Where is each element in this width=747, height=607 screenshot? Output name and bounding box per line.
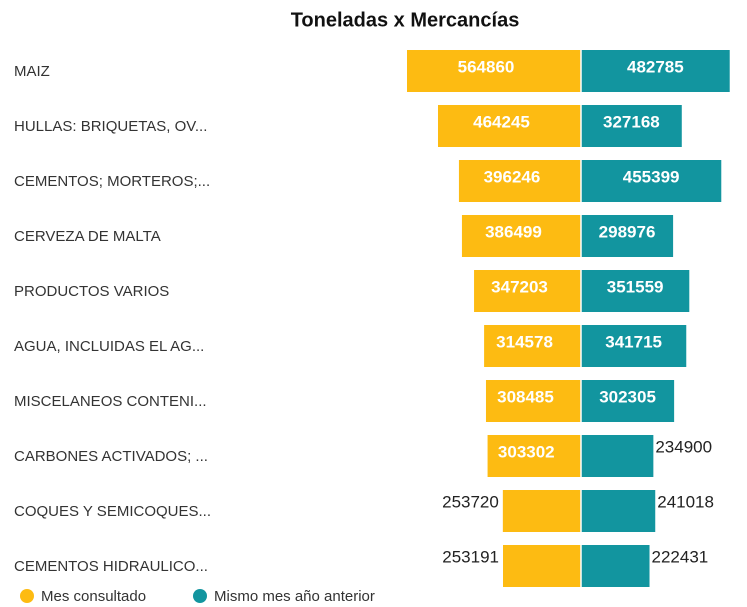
value-label: 308485 <box>497 387 554 406</box>
bar <box>461 215 581 257</box>
value-label: 396246 <box>484 167 541 186</box>
value-label: 341715 <box>605 332 662 351</box>
bar <box>581 105 682 147</box>
value-label: 303302 <box>498 442 555 461</box>
value-label: 314578 <box>496 332 553 351</box>
bar <box>581 490 656 532</box>
value-label: 482785 <box>627 57 684 76</box>
category-label: CARBONES ACTIVADOS; ... <box>14 448 208 465</box>
category-label: AGUA, INCLUIDAS EL AG... <box>14 338 204 355</box>
bar <box>407 50 581 92</box>
category-label: MAIZ <box>14 63 50 80</box>
value-label: 241018 <box>657 492 714 511</box>
bar <box>484 325 581 367</box>
legend-label: Mismo mes año anterior <box>214 588 375 605</box>
bar <box>581 270 690 312</box>
category-label: CERVEZA DE MALTA <box>14 228 161 245</box>
bar <box>458 160 581 202</box>
bar <box>485 380 581 422</box>
value-label: 253191 <box>442 547 499 566</box>
bar <box>487 435 581 477</box>
legend-marker <box>193 589 207 603</box>
value-label: 464245 <box>473 112 530 131</box>
bar <box>503 545 581 587</box>
bar <box>581 380 675 422</box>
category-label: CEMENTOS; MORTEROS;... <box>14 173 210 190</box>
value-label: 386499 <box>485 222 542 241</box>
value-label: 234900 <box>655 437 712 456</box>
bar <box>581 325 687 367</box>
chart-title: Toneladas x Mercancías <box>291 9 520 31</box>
value-label: 298976 <box>599 222 656 241</box>
legend-marker <box>20 589 34 603</box>
category-label: HULLAS: BRIQUETAS, OV... <box>14 118 207 135</box>
bar <box>581 50 730 92</box>
category-label: PRODUCTOS VARIOS <box>14 283 169 300</box>
legend-label: Mes consultado <box>41 588 146 605</box>
value-label: 564860 <box>458 57 515 76</box>
bar <box>502 490 581 532</box>
category-label: COQUES Y SEMICOQUES... <box>14 503 211 520</box>
category-label: CEMENTOS HIDRAULICO... <box>14 558 208 575</box>
bar <box>474 270 581 312</box>
value-label: 302305 <box>599 387 656 406</box>
bar <box>581 215 674 257</box>
value-label: 351559 <box>607 277 664 296</box>
category-label: MISCELANEOS CONTENI... <box>14 393 207 410</box>
value-label: 253720 <box>442 492 499 511</box>
bar <box>581 545 650 587</box>
bar <box>437 105 581 147</box>
value-label: 222431 <box>652 547 709 566</box>
value-label: 455399 <box>623 167 680 186</box>
value-label: 327168 <box>603 112 660 131</box>
bar <box>581 160 722 202</box>
bar <box>581 435 654 477</box>
value-label: 347203 <box>491 277 548 296</box>
